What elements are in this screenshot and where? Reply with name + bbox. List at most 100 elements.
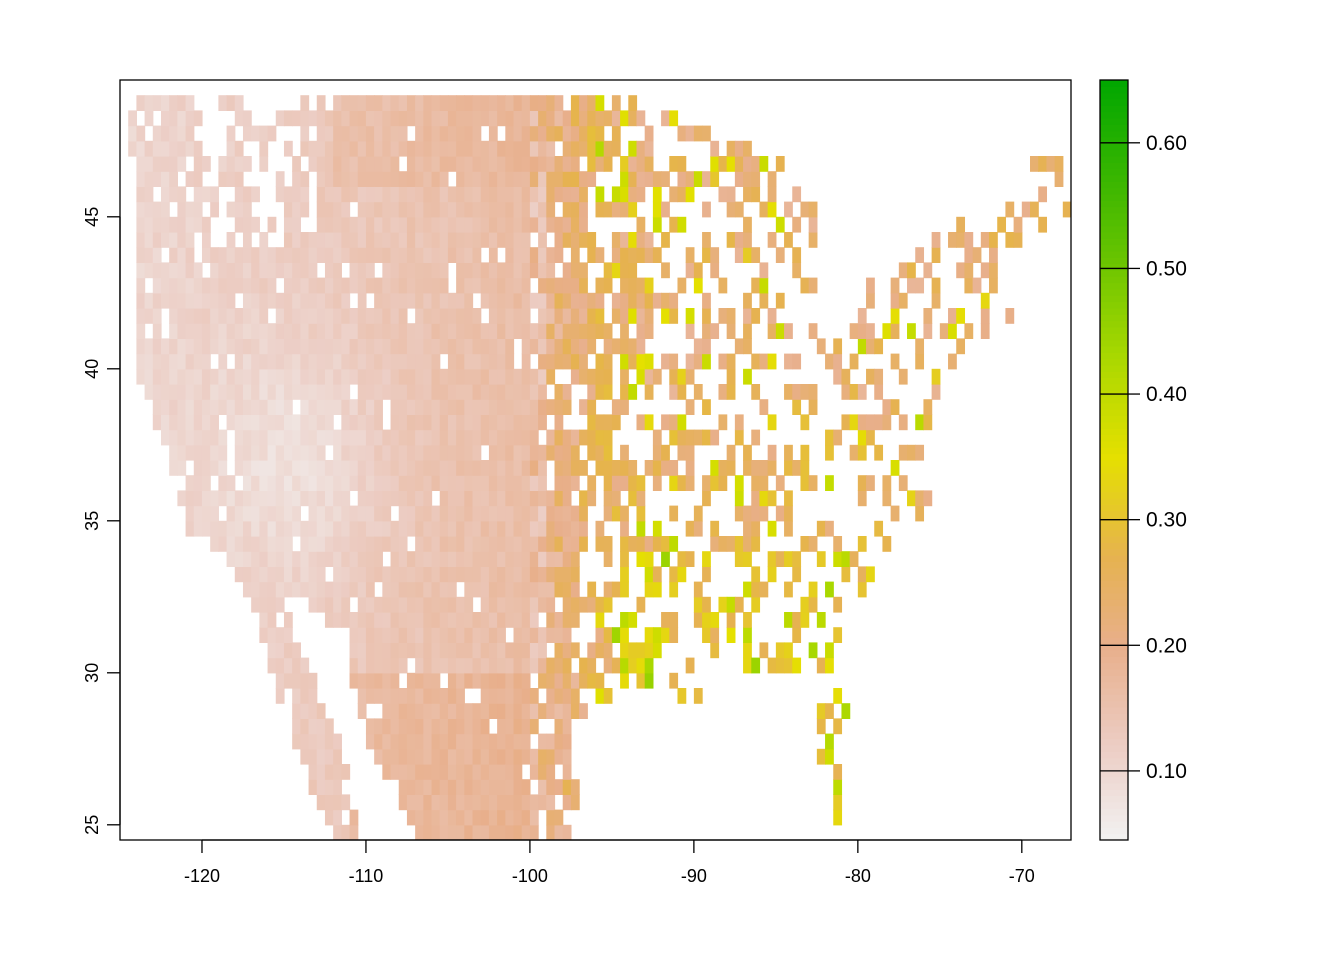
legend-color-segment xyxy=(1100,802,1128,809)
raster-cell xyxy=(488,156,498,172)
raster-cell xyxy=(505,232,515,248)
raster-cell xyxy=(382,581,392,598)
raster-cell xyxy=(636,247,646,263)
legend-color-segment xyxy=(1100,365,1128,372)
raster-cell xyxy=(808,581,818,598)
raster-cell xyxy=(743,308,752,324)
raster-cell xyxy=(677,171,687,187)
raster-cell xyxy=(702,627,711,643)
raster-cell xyxy=(570,353,580,370)
raster-cell xyxy=(423,277,433,294)
x-tick-label: -110 xyxy=(349,866,384,886)
raster-cell xyxy=(415,368,424,385)
raster-cell xyxy=(365,247,375,263)
raster-cell xyxy=(390,414,400,431)
raster-cell xyxy=(775,156,785,172)
raster-cell xyxy=(505,703,515,719)
raster-cell xyxy=(636,520,646,537)
raster-cell xyxy=(546,368,556,385)
raster-cell xyxy=(521,505,531,522)
raster-cell xyxy=(177,353,187,370)
raster-cell xyxy=(365,384,375,400)
raster-cell xyxy=(275,323,285,339)
raster-cell xyxy=(283,672,293,689)
raster-cell xyxy=(144,368,154,385)
raster-cell xyxy=(521,308,531,324)
raster-cell xyxy=(316,566,326,583)
raster-cell xyxy=(308,460,318,476)
raster-cell xyxy=(341,384,351,400)
raster-cell xyxy=(857,475,867,491)
legend-color-segment xyxy=(1100,282,1128,290)
raster-cell xyxy=(751,520,761,537)
raster-cell xyxy=(620,566,629,583)
raster-cell xyxy=(234,368,244,385)
raster-cell xyxy=(718,277,728,294)
raster-cell xyxy=(251,475,260,491)
raster-cell xyxy=(726,612,736,628)
raster-cell xyxy=(152,384,162,400)
raster-cell xyxy=(595,292,605,309)
raster-cell xyxy=(890,399,900,415)
raster-cell xyxy=(472,186,482,203)
raster-cell xyxy=(587,247,597,263)
raster-cell xyxy=(316,110,326,127)
raster-cell xyxy=(562,627,572,643)
raster-cell xyxy=(431,353,441,370)
raster-cell xyxy=(374,140,383,157)
raster-cell xyxy=(546,809,556,826)
raster-cell xyxy=(251,308,260,324)
raster-cell xyxy=(529,657,539,674)
raster-cell xyxy=(661,353,670,370)
raster-cell xyxy=(497,779,506,795)
raster-cell xyxy=(333,399,342,415)
raster-cell xyxy=(390,627,400,643)
legend-color-segment xyxy=(1100,624,1128,632)
raster-cell xyxy=(726,353,736,370)
raster-cell xyxy=(480,368,490,385)
raster-cell xyxy=(611,247,621,263)
raster-cell xyxy=(464,505,474,522)
raster-cell xyxy=(423,262,433,279)
raster-cell xyxy=(849,384,859,400)
raster-cell xyxy=(603,596,613,613)
raster-cell xyxy=(480,733,490,750)
raster-cell xyxy=(218,475,228,491)
raster-cell xyxy=(915,277,925,294)
legend-color-segment xyxy=(1100,80,1128,87)
raster-cell xyxy=(472,672,482,689)
raster-cell xyxy=(529,718,539,735)
raster-cell xyxy=(923,308,933,324)
raster-cell xyxy=(480,338,490,355)
raster-cell xyxy=(620,110,629,127)
raster-cell xyxy=(849,551,859,567)
legend-color-segment xyxy=(1100,555,1128,562)
raster-cell xyxy=(234,520,244,537)
raster-cell xyxy=(423,748,433,765)
raster-cell xyxy=(456,809,465,826)
raster-cell xyxy=(439,156,449,172)
raster-cell xyxy=(431,201,441,218)
raster-cell xyxy=(808,642,818,659)
raster-cell xyxy=(480,95,490,111)
raster-cell xyxy=(554,384,564,400)
raster-cell xyxy=(201,156,211,172)
raster-cell xyxy=(472,125,482,142)
raster-cell xyxy=(595,384,605,400)
raster-cell xyxy=(472,824,482,840)
raster-cell xyxy=(702,292,711,309)
raster-cell xyxy=(242,414,252,431)
raster-cell xyxy=(275,292,285,309)
raster-cell xyxy=(333,809,342,826)
raster-cell xyxy=(497,308,506,324)
raster-cell xyxy=(989,262,998,279)
raster-cell xyxy=(152,262,162,279)
legend-color-segment xyxy=(1100,371,1128,379)
raster-cell xyxy=(234,171,244,187)
raster-cell xyxy=(603,140,613,157)
raster-cell xyxy=(177,277,187,294)
raster-cell xyxy=(316,581,326,598)
raster-cell xyxy=(259,323,269,339)
raster-cell xyxy=(415,596,424,613)
raster-cell xyxy=(398,353,408,370)
